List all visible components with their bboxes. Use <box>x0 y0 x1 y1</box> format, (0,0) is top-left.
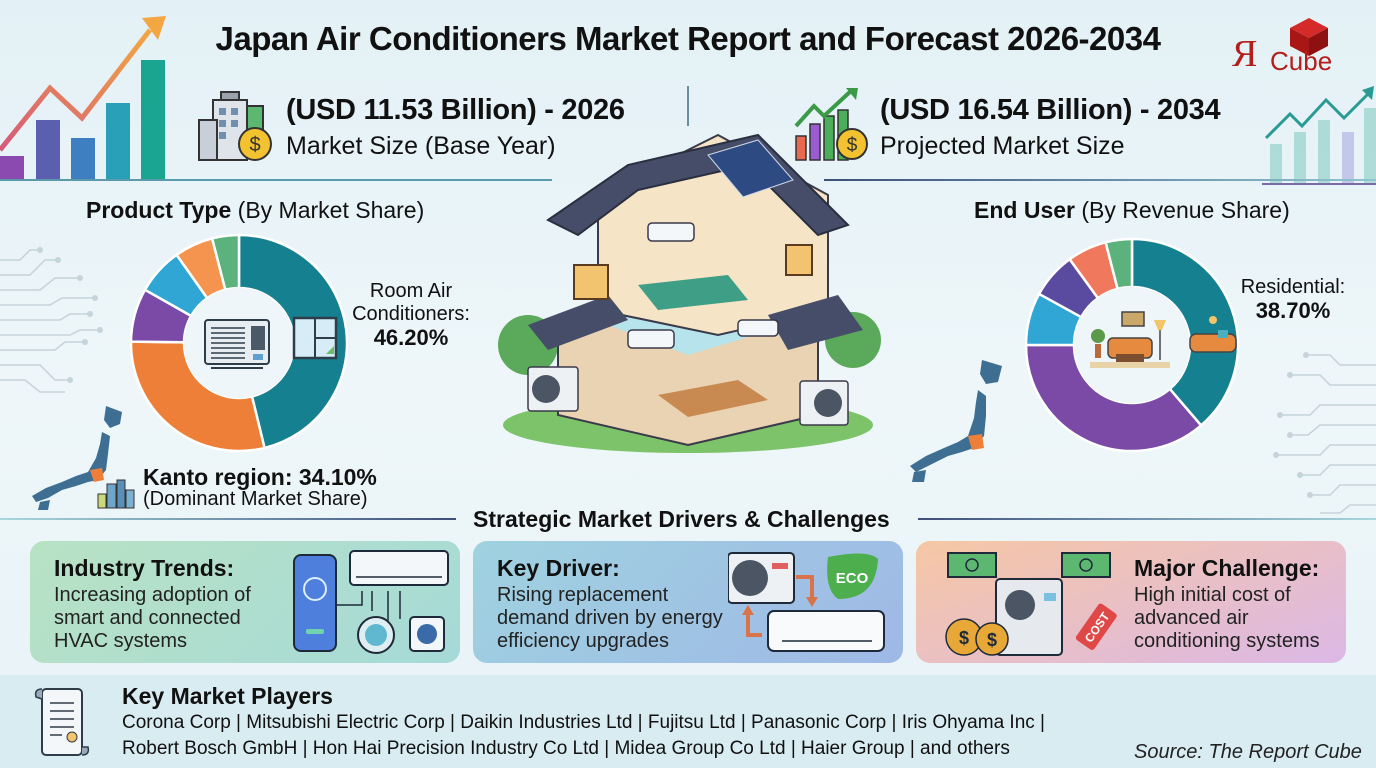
house-illustration <box>498 133 881 453</box>
city-buildings-icon <box>97 479 135 509</box>
header-divider-right <box>824 179 1376 181</box>
kanto-region-sub: (Dominant Market Share) <box>143 488 368 510</box>
industry-trends-card: Industry Trends: Increasing adoption of … <box>30 541 460 663</box>
room-ac-callout: Room Air Conditioners: 46.20% <box>352 280 470 350</box>
header-separator <box>687 86 689 126</box>
ac-replacement-icon: ECO <box>728 552 885 652</box>
drivers-divider-left <box>0 518 456 520</box>
base-market-size-label: Market Size (Base Year) <box>286 132 556 160</box>
circuit-decoration-right <box>1273 352 1376 514</box>
card-title: Industry Trends: <box>54 555 235 581</box>
window-icon <box>292 316 338 360</box>
key-driver-card: Key Driver: Rising replacement demand dr… <box>473 541 903 663</box>
projected-market-size-value: (USD 16.54 Billion) - 2034 <box>880 94 1221 126</box>
svg-text:$: $ <box>959 628 969 648</box>
drivers-divider-right <box>918 518 1376 520</box>
trend-chart-icon <box>1262 86 1376 185</box>
japan-map-icon <box>32 406 122 510</box>
growth-money-icon: $ <box>794 88 868 161</box>
key-players-line2: Robert Bosch GmbH | Hon Hai Precision In… <box>122 738 1010 759</box>
key-players-title: Key Market Players <box>122 683 333 709</box>
certificate-scroll-icon <box>34 688 90 756</box>
svg-text:$: $ <box>987 630 997 650</box>
drivers-section-title: Strategic Market Drivers & Challenges <box>473 506 890 532</box>
key-players-line1: Corona Corp | Mitsubishi Electric Corp |… <box>122 712 1045 733</box>
kanto-region-headline: Kanto region: 34.10% <box>143 464 377 490</box>
svg-text:$: $ <box>249 134 260 156</box>
key-players-panel: Key Market Players Corona Corp | Mitsubi… <box>0 675 1376 768</box>
card-title: Major Challenge: <box>1134 555 1320 581</box>
header-divider-left <box>0 179 552 181</box>
product-type-title: Product Type (By Market Share) <box>86 197 425 223</box>
circuit-decoration-left <box>0 247 103 393</box>
source-credit: Source: The Report Cube <box>1134 741 1362 763</box>
major-challenge-card: $ $ COST Major Challenge: High initial c… <box>916 541 1346 663</box>
window-ac-icon <box>204 319 270 369</box>
end-user-title: End User (By Revenue Share) <box>974 197 1290 223</box>
projected-market-size-label: Projected Market Size <box>880 132 1125 160</box>
logo: Я Cube <box>1232 16 1342 76</box>
page-title: Japan Air Conditioners Market Report and… <box>215 20 1161 57</box>
base-market-size-value: (USD 11.53 Billion) - 2026 <box>286 94 625 126</box>
svg-text:ECO: ECO <box>836 570 869 587</box>
japan-map-icon-right <box>910 360 1002 482</box>
cost-icon: $ $ COST <box>945 552 1117 656</box>
cube-icon <box>1290 18 1328 56</box>
card-title: Key Driver: <box>497 555 620 581</box>
living-room-icon <box>1090 311 1170 368</box>
product-type-donut-chart <box>129 233 349 453</box>
building-money-icon: $ <box>198 91 272 161</box>
sofa-icon <box>1189 316 1237 353</box>
svg-text:$: $ <box>847 135 858 156</box>
smart-hvac-icon <box>293 550 449 654</box>
residential-callout: Residential: 38.70% <box>1240 276 1346 323</box>
